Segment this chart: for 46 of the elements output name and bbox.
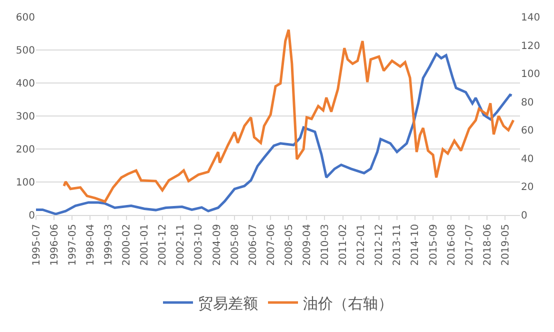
x-tick-label: 2014-10 [410,224,422,266]
x-tick-label: 2007-06 [266,224,277,266]
x-tick-label: 1997-05 [67,224,78,266]
y-tick-label: 200 [16,144,35,156]
x-tick-label: 2016-08 [446,224,458,266]
y2-tick-label: 140 [521,12,540,24]
legend-label: 油价（右轴） [303,294,393,312]
x-tick-label: 2019-05 [500,224,512,266]
x-tick-label: 1999-03 [103,224,114,266]
x-tick-label: 2001-01 [140,224,151,266]
x-tick-label: 2018-06 [482,224,494,266]
y-tick-label: 300 [16,112,35,122]
y2-tick-label: 60 [521,126,534,137]
x-tick-label: 2000-02 [122,224,133,266]
x-tick-label: 2012-01 [356,224,368,266]
legend-label: 贸易差额 [198,294,258,312]
x-tick-label: 2009-04 [302,224,313,266]
y2-tick-label: 40 [521,154,534,165]
y2-tick-label: 0 [521,210,528,222]
x-tick-label: 2002-11 [176,224,187,266]
x-tick-label: 2013-11 [392,224,404,266]
y2-tick-label: 20 [521,182,534,194]
x-tick-label: 2012-12 [374,224,386,266]
x-tick-label: 2004-09 [212,224,223,266]
x-tick-label: 2015-09 [428,224,440,266]
line-series [62,28,515,203]
x-tick-label: 2010-03 [320,224,331,266]
y-tick-label: 600 [16,12,35,24]
y-tick-label: 0 [28,210,35,222]
x-tick-label: 2001-12 [158,224,169,266]
x-tick-label: 2017-07 [464,224,476,266]
y2-tick-label: 100 [521,69,540,80]
y-tick-label: 500 [16,46,35,56]
line-series [36,52,513,215]
x-tick-label: 2006-07 [248,224,259,266]
x-tick-label: 2003-10 [194,224,205,266]
x-tick-label: 1995-07 [31,224,42,266]
x-tick-label: 2005-08 [230,224,241,266]
y2-tick-label: 120 [521,40,540,52]
y-tick-label: 400 [16,78,35,90]
x-tick-label: 2008-05 [284,224,295,266]
x-tick-label: 1996-06 [49,224,60,266]
x-tick-label: 2011-02 [338,224,350,266]
y2-tick-label: 80 [521,97,534,108]
y-tick-label: 100 [16,178,35,188]
x-tick-label: 1998-04 [85,224,96,266]
